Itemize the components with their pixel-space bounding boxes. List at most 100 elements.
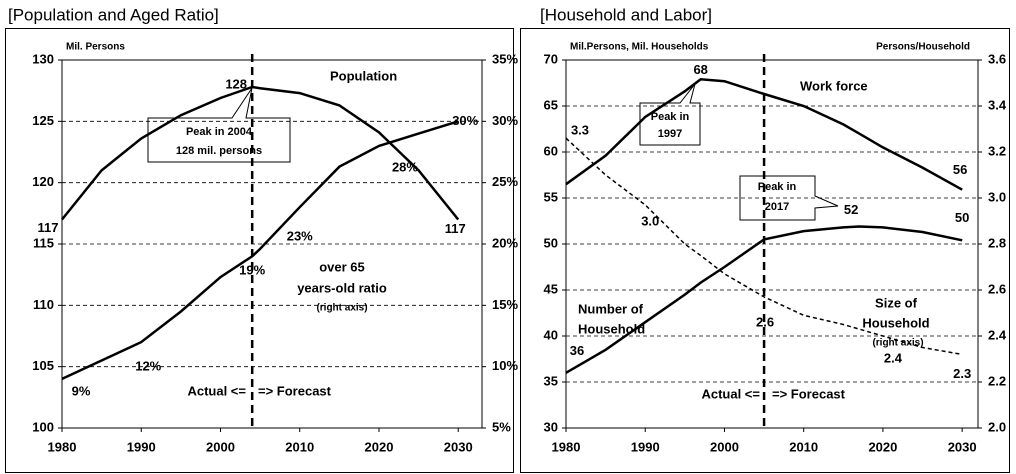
y-tick-label: 115: [33, 235, 54, 250]
y-tick-label: 65: [544, 97, 558, 112]
value-label: 117: [38, 220, 59, 235]
annotation: 128 mil. persons: [176, 145, 262, 157]
value-label: 2.4: [884, 350, 903, 365]
panel-title: [Population and Aged Ratio]: [8, 5, 219, 24]
y-tick-label: 45: [544, 281, 558, 296]
value-label: 3.3: [571, 123, 589, 138]
x-tick-label: 2020: [365, 439, 394, 454]
x-tick-label: 2030: [948, 439, 977, 454]
series-label: Population: [330, 68, 397, 83]
value-label: 68: [693, 62, 707, 77]
series-line: [565, 78, 963, 191]
y2-tick-label: 2.6: [988, 281, 1006, 296]
annotation: 1997: [658, 128, 682, 140]
value-label: 9%: [72, 383, 91, 398]
value-label: 52: [844, 202, 858, 217]
annotation: years-old ratio: [297, 280, 387, 295]
x-tick-label: 2010: [285, 439, 314, 454]
annotation: Household: [578, 321, 645, 336]
panel-border: [5, 28, 514, 473]
annotation: => Forecast: [772, 386, 846, 401]
callout-box: [639, 83, 701, 146]
y2-tick-label: 30%: [492, 113, 518, 128]
y-tick-label: 130: [32, 51, 54, 66]
y2-tick-label: 10%: [492, 358, 518, 373]
y2-tick-label: 2.0: [988, 419, 1006, 434]
annotation: 2017: [765, 201, 789, 213]
chart-layer: [Population and Aged Ratio]1001051101151…: [8, 5, 1007, 454]
y-tick-label: 110: [33, 297, 54, 312]
y-tick-label: 70: [544, 51, 558, 66]
annotation: Peak in: [651, 111, 690, 123]
value-label: 28%: [392, 159, 418, 174]
annotation: Size of: [875, 295, 918, 310]
y2-tick-label: 3.4: [988, 97, 1007, 112]
value-label: 23%: [287, 229, 313, 244]
x-tick-label: 1990: [631, 439, 660, 454]
x-tick-label: 1980: [48, 439, 77, 454]
value-label: 128: [225, 76, 247, 91]
annotation: => Forecast: [258, 383, 332, 398]
plot-frame: [565, 59, 979, 429]
y2-tick-label: 2.8: [988, 235, 1006, 250]
plot-frame: [61, 59, 483, 429]
y-tick-label: 100: [32, 419, 54, 434]
y-tick-label: 60: [544, 143, 558, 158]
x-tick-label: 2010: [789, 439, 818, 454]
value-label: 3.0: [641, 213, 659, 228]
y2-tick-label: 2.4: [988, 327, 1007, 342]
y2-tick-label: 5%: [492, 419, 511, 434]
y2-tick-label: 20%: [492, 235, 518, 250]
annotation: (right axis): [316, 303, 367, 314]
y-tick-label: 40: [544, 327, 558, 342]
annotation: Household: [862, 315, 929, 330]
callout-box: [147, 87, 291, 163]
annotation: (right axis): [872, 338, 923, 349]
series-line: [565, 225, 963, 374]
x-tick-label: 2000: [710, 439, 739, 454]
y-tick-label: 55: [544, 189, 558, 204]
value-label: 19%: [239, 263, 265, 278]
annotation: Mil. Persons: [66, 42, 125, 53]
y-tick-label: 120: [32, 174, 54, 189]
y-tick-label: 125: [32, 113, 54, 128]
value-label: 117: [445, 221, 466, 236]
annotation: Number of: [578, 301, 644, 316]
x-tick-label: 1980: [552, 439, 581, 454]
value-label: 56: [953, 162, 967, 177]
value-label: 30%: [452, 113, 478, 128]
annotation: Actual <=: [701, 386, 760, 401]
y-tick-label: 35: [544, 373, 558, 388]
value-label: 2.3: [953, 366, 971, 381]
y2-tick-label: 2.2: [988, 373, 1006, 388]
value-label: 12%: [135, 359, 161, 374]
annotation: Peak in 2004: [186, 126, 253, 138]
annotation: Actual <=: [187, 383, 246, 398]
x-tick-label: 1990: [127, 439, 156, 454]
annotation: Persons/Household: [876, 42, 970, 53]
series-label: Work force: [800, 78, 868, 93]
annotation: Mil.Persons, Mil. Households: [570, 42, 709, 53]
annotation: Peak in: [758, 181, 797, 193]
value-label: 36: [570, 343, 584, 358]
series-line: [61, 120, 459, 381]
value-label: 50: [955, 210, 969, 225]
panel-border: [520, 28, 1010, 473]
annotation: over 65: [319, 259, 365, 274]
value-label: 2.6: [756, 314, 774, 329]
y-tick-label: 50: [544, 235, 558, 250]
y2-tick-label: 25%: [492, 174, 518, 189]
x-tick-label: 2030: [444, 439, 473, 454]
series-line: [61, 85, 460, 221]
y2-tick-label: 35%: [492, 51, 518, 66]
panel-title: [Household and Labor]: [540, 5, 712, 24]
y2-tick-label: 3.0: [988, 189, 1006, 204]
y-tick-label: 105: [32, 358, 54, 373]
y-tick-label: 30: [544, 419, 558, 434]
series-line: [565, 137, 963, 356]
x-tick-label: 2000: [206, 439, 235, 454]
y2-tick-label: 3.2: [988, 143, 1006, 158]
y2-tick-label: 3.6: [988, 51, 1006, 66]
